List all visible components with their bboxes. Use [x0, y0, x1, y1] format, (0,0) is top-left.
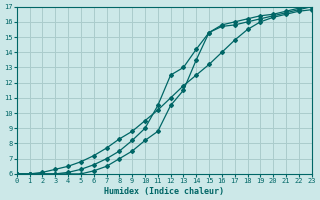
X-axis label: Humidex (Indice chaleur): Humidex (Indice chaleur) [104, 187, 224, 196]
